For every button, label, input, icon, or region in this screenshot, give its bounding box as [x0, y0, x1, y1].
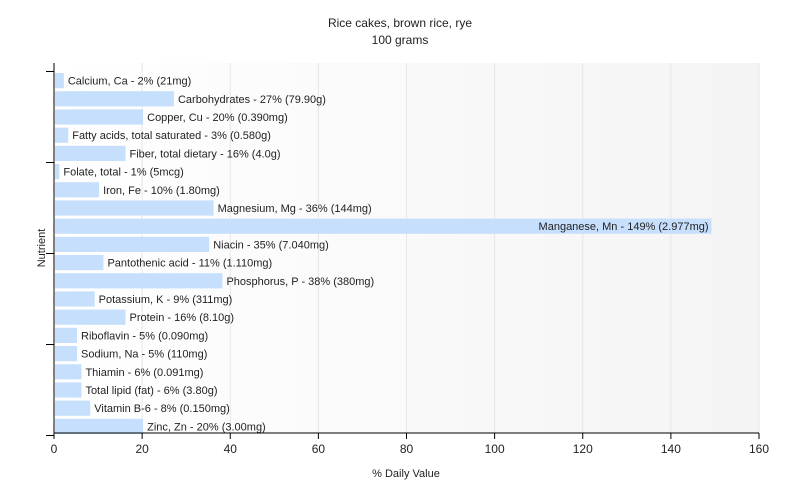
- data-label: Niacin - 35% (7.040mg): [213, 239, 329, 251]
- bar: [55, 109, 144, 125]
- bar: [55, 164, 60, 180]
- data-label: Fatty acids, total saturated - 3% (0.580…: [72, 130, 271, 142]
- data-label: Pantothenic acid - 11% (1.110mg): [107, 258, 272, 270]
- bar: [55, 145, 126, 161]
- plot-area: Calcium, Ca - 2% (21mg) Carbohydrates - 2…: [46, 63, 769, 456]
- bar: [55, 382, 82, 398]
- bar: [55, 273, 223, 289]
- bar: [55, 127, 69, 143]
- x-tick-label: 60: [312, 442, 326, 456]
- x-tick-label: 80: [400, 442, 414, 456]
- bar: [55, 327, 78, 343]
- data-label: Vitamin B-6 - 8% (0.150mg): [94, 403, 230, 415]
- bar: [55, 91, 174, 107]
- data-label: Carbohydrates - 27% (79.90g): [178, 94, 326, 106]
- data-label: Calcium, Ca - 2% (21mg): [68, 76, 191, 88]
- x-tick-label: 140: [661, 442, 681, 456]
- x-axis-title: % Daily Value: [372, 468, 440, 480]
- data-label: Protein - 16% (8.10g): [130, 312, 235, 324]
- x-tick-label: 40: [224, 442, 238, 456]
- data-label: Sodium, Na - 5% (110mg): [81, 349, 207, 361]
- data-label: Thiamin - 6% (0.091mg): [85, 367, 203, 379]
- data-label: Total lipid (fat) - 6% (3.80g): [85, 385, 217, 397]
- bar: [55, 73, 64, 89]
- data-label: Phosphorus, P - 38% (380mg): [226, 276, 374, 288]
- bar: [55, 418, 144, 434]
- x-tick-label: 0: [51, 442, 58, 456]
- data-label: Copper, Cu - 20% (0.390mg): [147, 112, 288, 124]
- bar: [55, 218, 712, 234]
- chart-title: Rice cakes, brown rice, rye: [328, 16, 472, 30]
- x-tick-label: 120: [573, 442, 593, 456]
- bar: [55, 364, 82, 380]
- bar: [55, 200, 214, 216]
- data-label: Zinc, Zn - 20% (3.00mg): [147, 421, 266, 433]
- data-label: Riboflavin - 5% (0.090mg): [81, 330, 208, 342]
- data-label: Iron, Fe - 10% (1.80mg): [103, 185, 220, 197]
- x-tick-label: 100: [485, 442, 505, 456]
- bar: [55, 291, 95, 307]
- data-label: Folate, total - 1% (5mcg): [63, 167, 183, 179]
- bar: [55, 309, 126, 325]
- data-label: Fiber, total dietary - 16% (4.0g): [130, 148, 281, 160]
- chart-subtitle: 100 grams: [372, 33, 429, 47]
- data-label: Manganese, Mn - 149% (2.977mg): [539, 221, 709, 233]
- bar: [55, 255, 104, 271]
- data-label: Magnesium, Mg - 36% (144mg): [218, 203, 372, 215]
- bar: [55, 236, 210, 252]
- bar: [55, 346, 78, 362]
- x-tick-label: 160: [749, 442, 769, 456]
- bar: [55, 182, 100, 198]
- y-axis-title: Nutrient: [36, 229, 48, 268]
- x-tick-label: 20: [135, 442, 149, 456]
- bar: [55, 400, 91, 416]
- data-label: Potassium, K - 9% (311mg): [99, 294, 233, 306]
